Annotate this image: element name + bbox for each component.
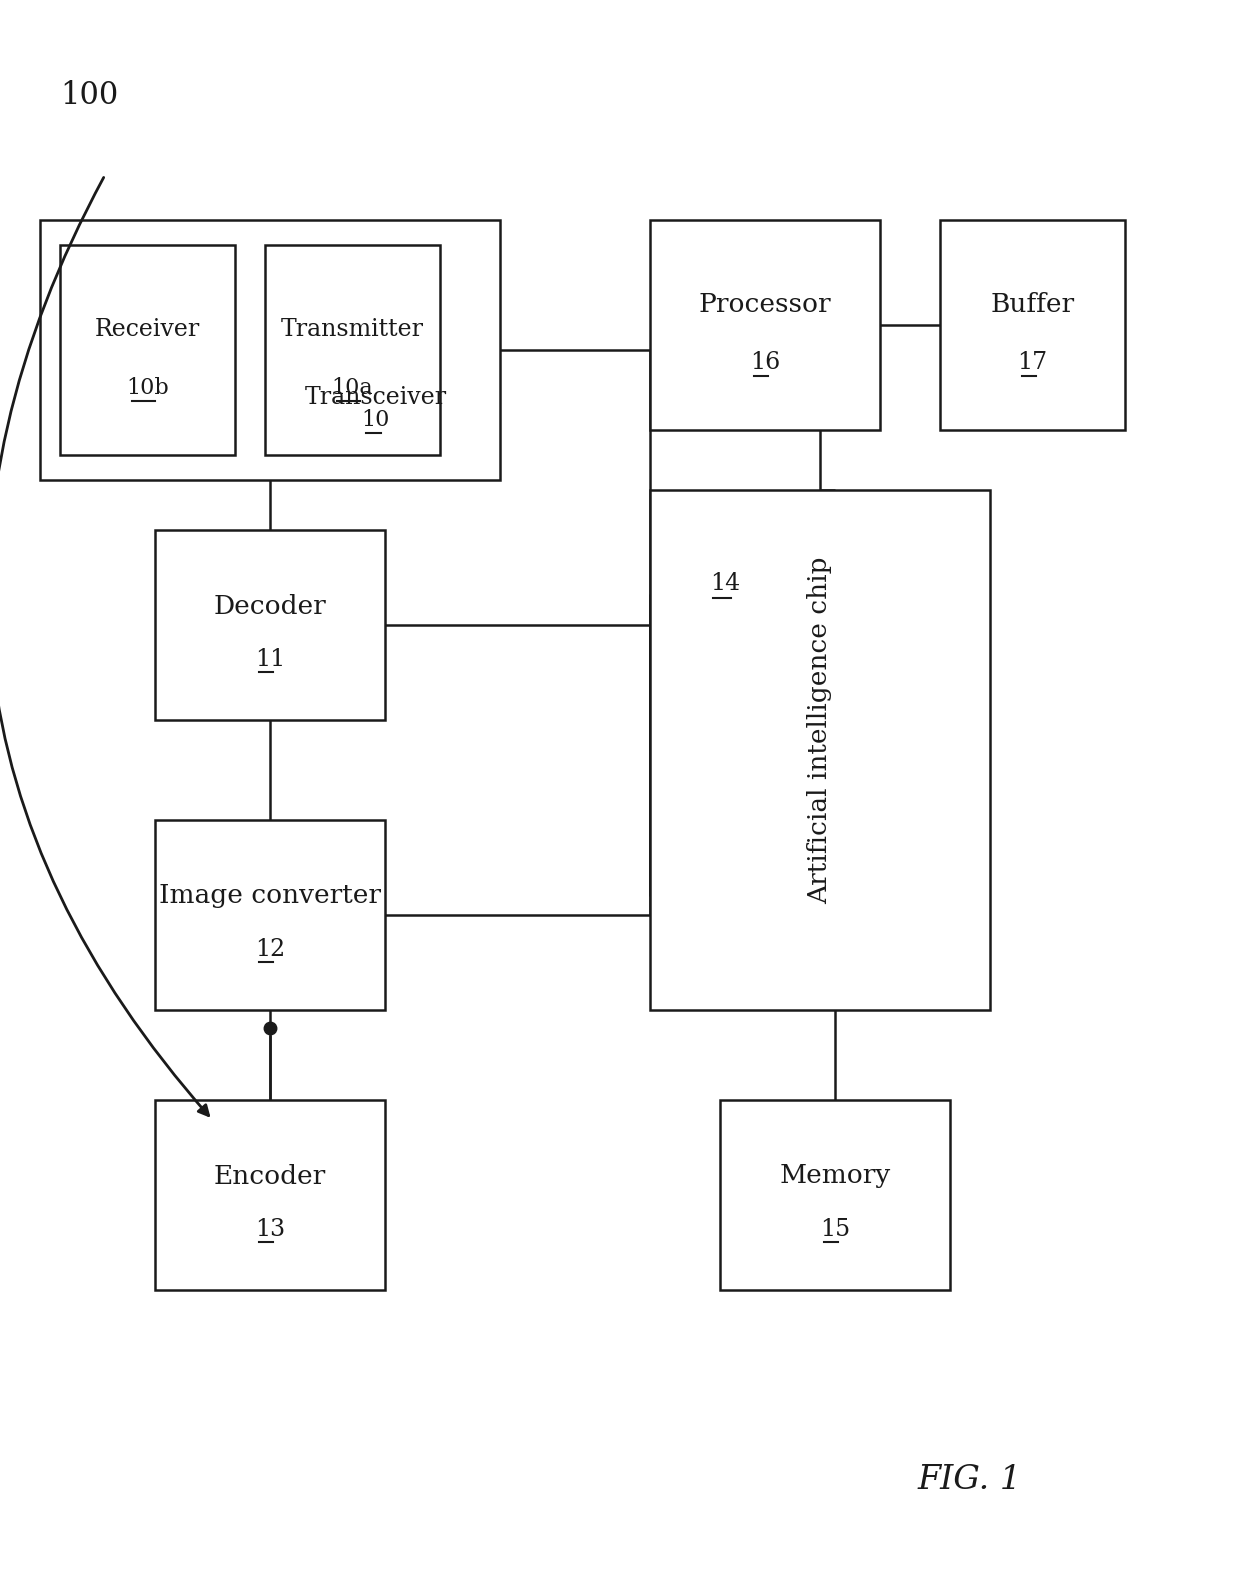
- Text: 16: 16: [750, 351, 780, 375]
- Bar: [940, 220, 1125, 429]
- Text: 11: 11: [255, 648, 285, 670]
- Text: 17: 17: [1018, 351, 1048, 375]
- Text: Transmitter: Transmitter: [281, 318, 424, 340]
- Bar: [650, 490, 990, 1010]
- Bar: [60, 246, 236, 455]
- Text: Memory: Memory: [780, 1163, 890, 1189]
- Text: Artificial intelligence chip: Artificial intelligence chip: [807, 557, 832, 903]
- Text: Receiver: Receiver: [95, 318, 200, 340]
- FancyArrowPatch shape: [0, 177, 208, 1116]
- Text: 10b: 10b: [126, 377, 169, 399]
- Text: 13: 13: [255, 1218, 285, 1240]
- Bar: [265, 246, 440, 455]
- Bar: [720, 1100, 950, 1290]
- Text: 10: 10: [362, 409, 391, 431]
- Text: Encoder: Encoder: [213, 1163, 326, 1189]
- Text: Decoder: Decoder: [213, 594, 326, 619]
- Bar: [650, 220, 880, 429]
- Bar: [155, 530, 384, 720]
- Text: 15: 15: [820, 1218, 851, 1240]
- Bar: [155, 1100, 384, 1290]
- Text: Image converter: Image converter: [159, 884, 381, 908]
- Text: Processor: Processor: [698, 292, 831, 316]
- Text: Transceiver: Transceiver: [305, 386, 446, 409]
- Text: 100: 100: [60, 80, 118, 112]
- Text: 10a: 10a: [331, 377, 373, 399]
- Text: 12: 12: [255, 938, 285, 961]
- Bar: [155, 820, 384, 1010]
- Text: 14: 14: [709, 571, 740, 595]
- Text: FIG. 1: FIG. 1: [918, 1464, 1022, 1495]
- Bar: [40, 220, 500, 480]
- Text: Buffer: Buffer: [991, 292, 1075, 316]
